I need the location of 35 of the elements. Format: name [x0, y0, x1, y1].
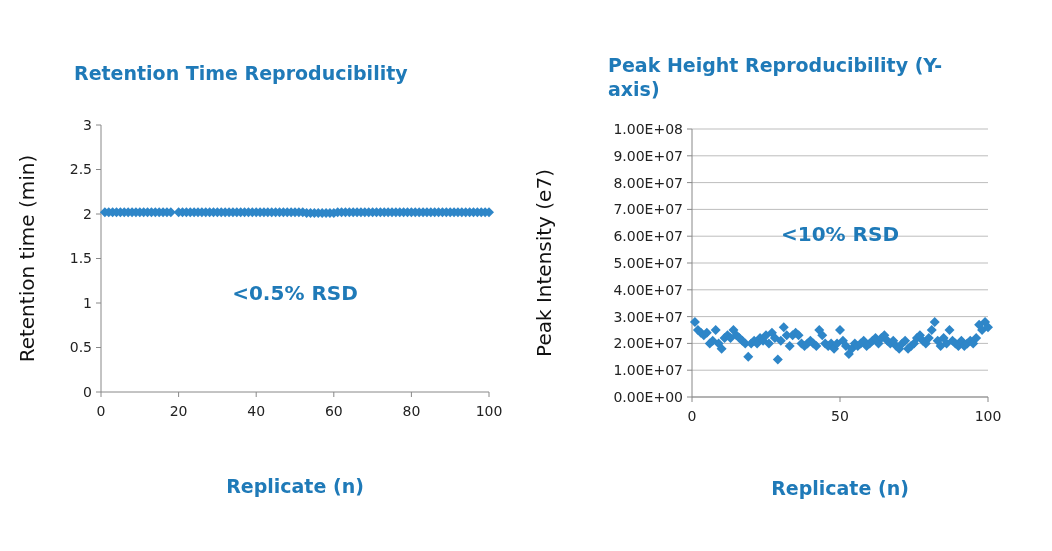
x-axis-title: Replicate (n): [226, 475, 364, 497]
annotation: <10% RSD: [781, 221, 899, 246]
x-tick-label: 100: [974, 408, 1002, 424]
y-axis-title: Retention time (min): [15, 154, 39, 363]
x-tick-label: 50: [831, 408, 849, 424]
y-tick-label: 3: [83, 116, 92, 133]
y-tick-label: 9.00E+07: [613, 147, 683, 164]
y-tick-label: 1.00E+08: [613, 120, 683, 137]
y-tick-label: 1.00E+07: [613, 362, 683, 379]
y-tick-label: 0.5: [69, 339, 92, 356]
x-tick-label: 0: [687, 408, 697, 424]
y-tick-label: 7.00E+07: [613, 201, 683, 218]
y-tick-label: 4.00E+07: [613, 281, 683, 298]
chart-title: Peak Height Reproducibility (Y-axis): [608, 54, 943, 100]
y-tick-label: 3.00E+07: [613, 308, 683, 325]
y-tick-label: 1: [83, 294, 92, 311]
chart-title: Retention Time Reproducibility: [74, 62, 409, 84]
x-axis-title: Replicate (n): [771, 477, 909, 499]
y-tick-label: 6.00E+07: [613, 228, 683, 245]
y-tick-label: 2.5: [69, 161, 92, 178]
y-tick-label: 1.5: [69, 250, 92, 267]
annotation: <0.5% RSD: [232, 281, 358, 306]
y-tick-label: 2: [83, 205, 92, 222]
y-tick-label: 5.00E+07: [613, 254, 683, 271]
y-axis-title: Peak Intensity (e7): [532, 169, 556, 357]
y-tick-label: 0.00E+00: [613, 388, 683, 405]
x-tick-label: 0: [96, 403, 106, 419]
y-tick-label: 0: [83, 383, 92, 400]
x-tick-label: 20: [169, 403, 188, 419]
y-tick-label: 2.00E+07: [613, 335, 683, 352]
y-tick-label: 8.00E+07: [613, 174, 683, 191]
x-tick-label: 80: [402, 403, 421, 419]
x-tick-label: 40: [247, 403, 266, 419]
x-tick-label: 60: [324, 403, 343, 419]
x-tick-label: 100: [475, 403, 503, 419]
